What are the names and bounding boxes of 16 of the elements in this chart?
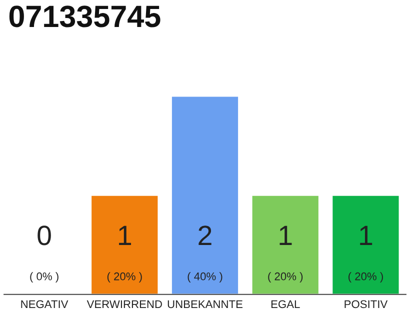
annotation: ( 20% ) <box>268 272 303 282</box>
data-label: 1 <box>280 226 292 245</box>
x-tick-label: VERWIRREND <box>86 300 162 308</box>
x-tick-label: POSITIV <box>344 300 388 308</box>
data-label: 2 <box>198 226 212 245</box>
annotation: ( 0% ) <box>30 272 58 282</box>
annotation: ( 40% ) <box>188 272 222 282</box>
data-label: 1 <box>360 226 372 245</box>
x-tick-label: EGAL <box>271 300 300 308</box>
x-tick-label: NEGATIV <box>21 300 68 308</box>
annotation: ( 20% ) <box>348 272 383 282</box>
data-label: 1 <box>119 226 132 245</box>
data-label: 0 <box>38 226 51 246</box>
chart-title: 071335745 <box>9 6 160 28</box>
x-tick-label: UNBEKANNTE <box>168 300 242 308</box>
annotation: ( 20% ) <box>107 272 142 282</box>
